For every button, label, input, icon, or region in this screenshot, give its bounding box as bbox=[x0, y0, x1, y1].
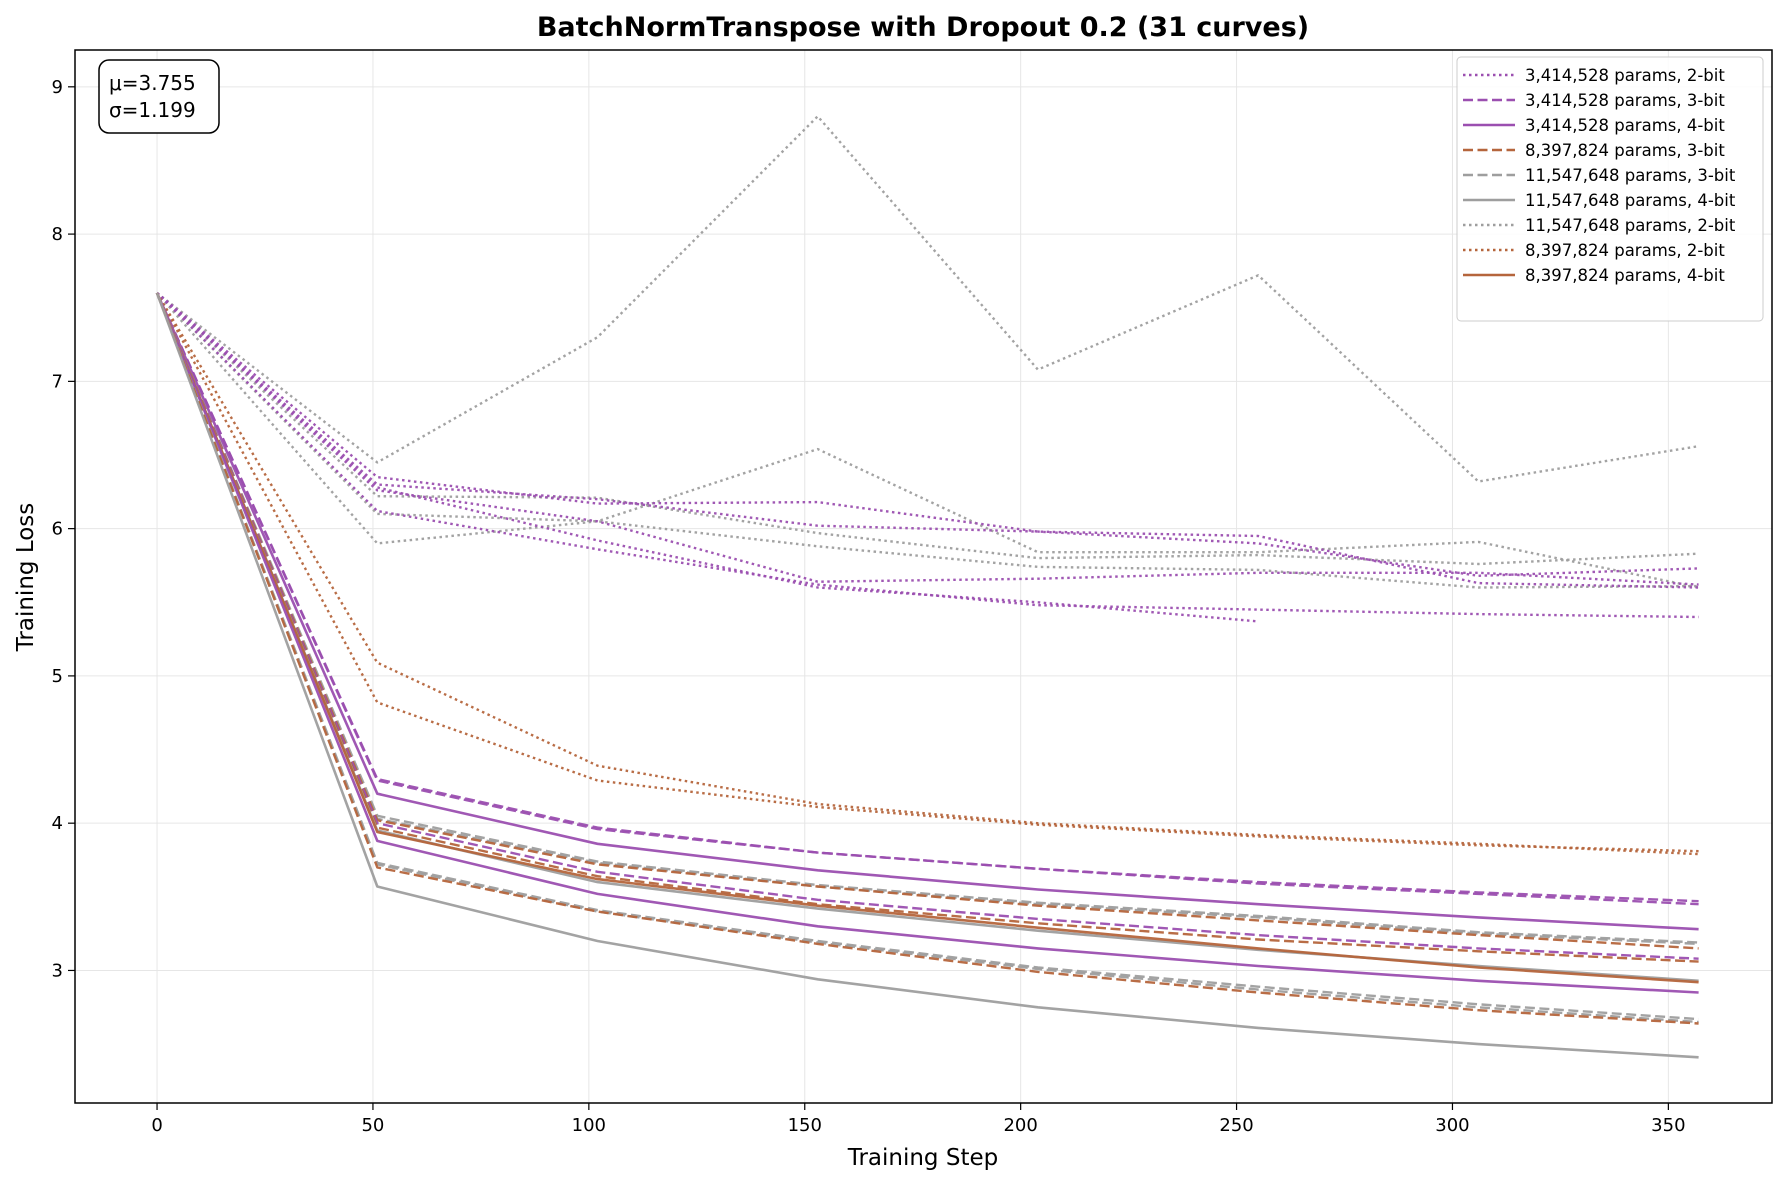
legend-label: 3,414,528 params, 3-bit bbox=[1525, 91, 1725, 110]
series-line-19 bbox=[155, 292, 1699, 963]
legend-label: 3,414,528 params, 2-bit bbox=[1525, 66, 1725, 85]
legend-label: 11,547,648 params, 2-bit bbox=[1525, 216, 1736, 235]
series-line-14 bbox=[155, 292, 1699, 931]
x-tick-label: 300 bbox=[1435, 1115, 1469, 1136]
plot-frame bbox=[74, 49, 1773, 1104]
legend-item: 11,547,648 params, 2-bit bbox=[1463, 216, 1736, 235]
legend-item: 11,547,648 params, 3-bit bbox=[1463, 166, 1736, 185]
series-line-9 bbox=[156, 292, 1259, 623]
series-line-23 bbox=[155, 292, 1699, 1021]
series-line-1 bbox=[156, 115, 1699, 483]
legend-item: 3,414,528 params, 4-bit bbox=[1463, 116, 1725, 135]
legend-label: 3,414,528 params, 4-bit bbox=[1525, 116, 1725, 135]
x-tick-label: 350 bbox=[1651, 1115, 1685, 1136]
y-axis-label: Training Loss bbox=[13, 503, 39, 653]
legend: 3,414,528 params, 2-bit 3,414,528 params,… bbox=[1456, 56, 1764, 322]
legend-label: 8,397,824 params, 4-bit bbox=[1525, 266, 1725, 285]
stats-mu: μ=3.755 bbox=[109, 71, 196, 95]
series-line-16 bbox=[155, 292, 1699, 946]
x-tick-label: 200 bbox=[1003, 1115, 1037, 1136]
legend-frame bbox=[1456, 56, 1764, 322]
legend-item: 11,547,648 params, 4-bit bbox=[1463, 191, 1736, 210]
x-tick-label: 150 bbox=[788, 1115, 822, 1136]
y-tick-label: 7 bbox=[52, 371, 63, 392]
legend-label: 8,397,824 params, 3-bit bbox=[1525, 141, 1725, 160]
legend-item: 8,397,824 params, 3-bit bbox=[1463, 141, 1725, 160]
series-line-21 bbox=[155, 292, 1699, 984]
axis-ticks: 0 50 100 150 200 250 300 350 3 4 5 6 7 8 9 bbox=[52, 77, 1686, 1136]
stats-sigma: σ=1.199 bbox=[109, 98, 196, 122]
series-line-26 bbox=[155, 292, 1699, 1059]
legend-item: 8,397,824 params, 2-bit bbox=[1463, 241, 1725, 260]
y-tick-label: 6 bbox=[52, 519, 63, 540]
legend-label: 11,547,648 params, 3-bit bbox=[1525, 166, 1736, 185]
series-line-5 bbox=[156, 292, 1699, 589]
series-line-24 bbox=[155, 292, 1699, 1024]
legend-label: 11,547,648 params, 4-bit bbox=[1525, 191, 1736, 210]
stats-box-frame bbox=[98, 59, 220, 134]
series-line-2 bbox=[156, 292, 1699, 589]
series-line-4 bbox=[156, 292, 1699, 589]
series-line-18 bbox=[155, 292, 1699, 960]
x-tick-label: 50 bbox=[361, 1115, 384, 1136]
y-tick-label: 9 bbox=[52, 77, 63, 98]
legend-label: 8,397,824 params, 2-bit bbox=[1525, 241, 1725, 260]
x-tick-label: 250 bbox=[1219, 1115, 1253, 1136]
chart-title: BatchNormTranspose with Dropout 0.2 (31 … bbox=[537, 12, 1309, 43]
y-tick-label: 3 bbox=[52, 960, 63, 981]
legend-item: 3,414,528 params, 2-bit bbox=[1463, 66, 1725, 85]
y-tick-label: 8 bbox=[52, 224, 63, 245]
x-axis-label: Training Step bbox=[847, 1145, 998, 1171]
series-lines bbox=[155, 115, 1699, 1059]
x-tick-label: 100 bbox=[572, 1115, 606, 1136]
series-line-13 bbox=[155, 292, 1699, 906]
series-line-25 bbox=[155, 292, 1699, 1025]
y-tick-label: 4 bbox=[52, 813, 63, 834]
series-line-17 bbox=[155, 292, 1699, 950]
series-line-22 bbox=[155, 292, 1699, 994]
legend-item: 8,397,824 params, 4-bit bbox=[1463, 266, 1725, 285]
x-tick-label: 0 bbox=[151, 1115, 162, 1136]
legend-item: 3,414,528 params, 3-bit bbox=[1463, 91, 1725, 110]
stats-box: μ=3.755 σ=1.199 bbox=[98, 59, 220, 134]
series-line-8 bbox=[156, 292, 1699, 619]
y-tick-label: 5 bbox=[52, 666, 63, 687]
series-line-15 bbox=[155, 292, 1699, 944]
